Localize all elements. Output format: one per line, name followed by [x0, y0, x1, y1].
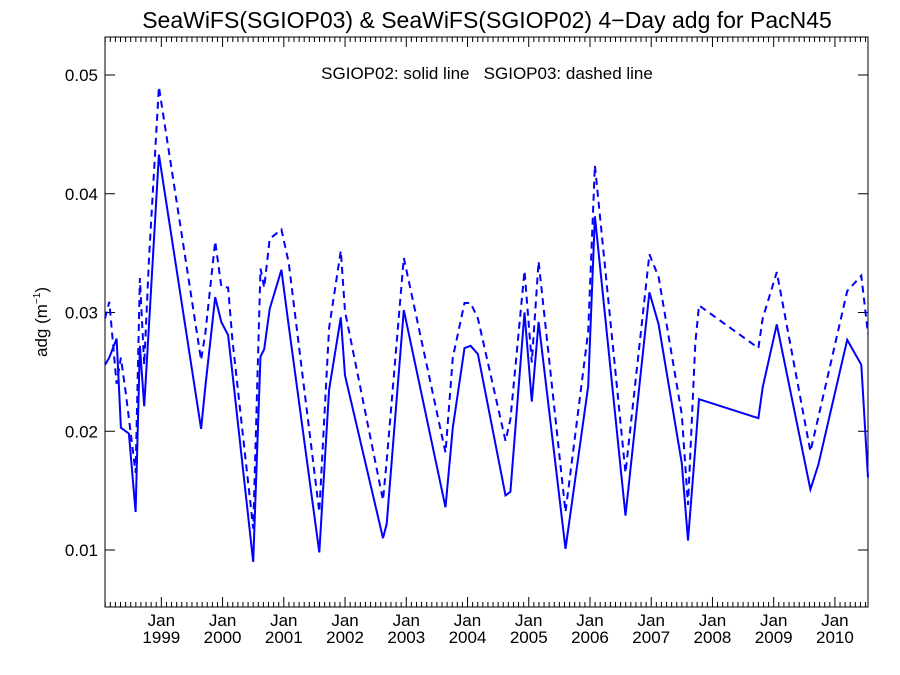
x-tick-label-month: Jan [699, 611, 726, 630]
x-tick-label-month: Jan [454, 611, 481, 630]
x-tick-label-month: Jan [270, 611, 297, 630]
x-tick-label-month: Jan [393, 611, 420, 630]
x-tick-label-year: 2007 [632, 628, 670, 647]
x-tick-label-month: Jan [821, 611, 848, 630]
x-tick-label-year: 2001 [265, 628, 303, 647]
y-axis-label: adg (m−1) [32, 287, 51, 357]
x-tick-label-year: 2009 [755, 628, 793, 647]
x-tick-labels: Jan1999Jan2000Jan2001Jan2002Jan2003Jan20… [142, 611, 853, 647]
x-tick-label-year: 2004 [449, 628, 487, 647]
x-tick-label-month: Jan [576, 611, 603, 630]
y-tick-label: 0.05 [65, 66, 98, 85]
plot-frame [104, 36, 869, 608]
chart-title: SeaWiFS(SGIOP03) & SeaWiFS(SGIOP02) 4−Da… [142, 7, 832, 33]
y-axis-label-main: adg (m [32, 304, 51, 357]
x-tick-label-month: Jan [515, 611, 542, 630]
series-group [104, 86, 869, 563]
y-tick-label: 0.04 [65, 185, 98, 204]
x-tick-label-month: Jan [209, 611, 236, 630]
y-tick-label: 0.01 [65, 541, 98, 560]
y-tick-labels: 0.01 0.02 0.03 0.04 0.05 [65, 66, 98, 560]
x-tick-label-year: 2010 [816, 628, 854, 647]
x-tick-label-year: 2002 [326, 628, 364, 647]
x-tick-label-year: 1999 [142, 628, 180, 647]
x-tick-label-year: 2005 [510, 628, 548, 647]
y-tick-label: 0.03 [65, 304, 98, 323]
x-tick-label-month: Jan [760, 611, 787, 630]
x-tick-label-month: Jan [148, 611, 175, 630]
x-tick-label-year: 2000 [204, 628, 242, 647]
y-axis-label-close: ) [32, 287, 51, 293]
y-axis-label-unit-exponent: −1 [32, 292, 43, 304]
x-tick-label-year: 2008 [694, 628, 732, 647]
axis-ticks [104, 37, 868, 607]
series-annotation: SGIOP02: solid line SGIOP03: dashed line [321, 64, 653, 83]
x-tick-label-year: 2003 [387, 628, 425, 647]
x-tick-label-month: Jan [638, 611, 665, 630]
y-tick-label: 0.02 [65, 422, 98, 441]
x-tick-label-year: 2006 [571, 628, 609, 647]
series-line-sgiop03 [104, 86, 869, 529]
x-tick-label-month: Jan [331, 611, 358, 630]
